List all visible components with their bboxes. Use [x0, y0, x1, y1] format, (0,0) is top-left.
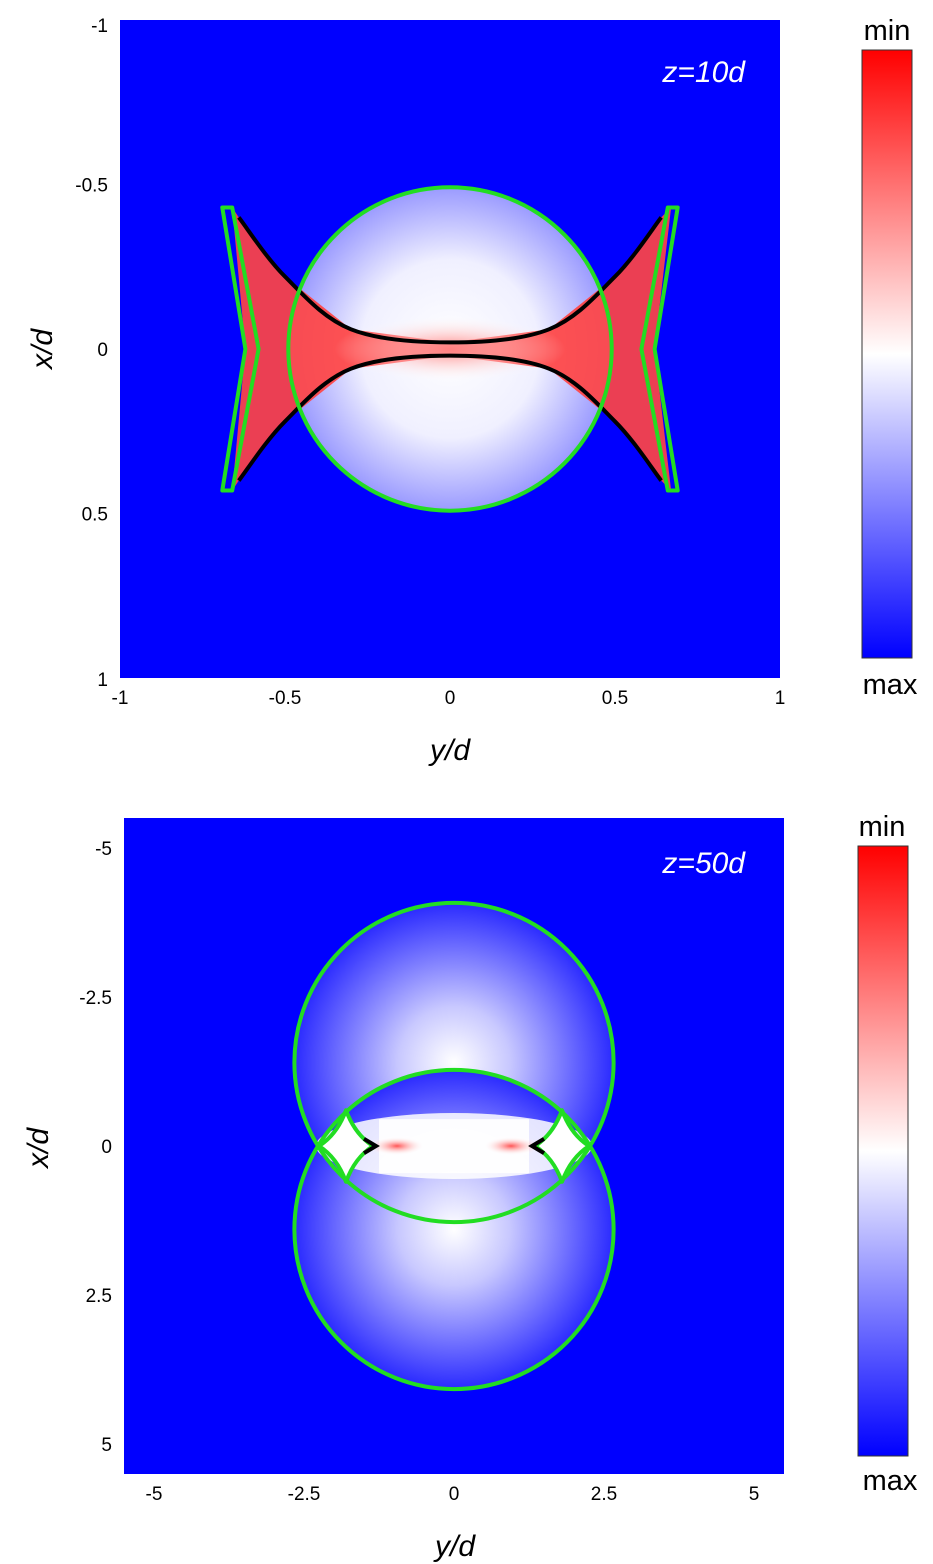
y-tick-label: 5: [101, 1435, 112, 1456]
y-tick-label: -1: [91, 16, 108, 37]
x-tick-label: -1: [112, 688, 129, 709]
x-axis-label-top: y/d: [428, 734, 471, 767]
right-cusp: [533, 1108, 591, 1184]
x-tick-label: 2.5: [591, 1484, 617, 1505]
annotation-top: z=10d: [661, 56, 746, 89]
center-glow: [334, 316, 566, 382]
caustic-upper-curve: [237, 216, 663, 345]
x-axis-label-bottom: y/d: [433, 1530, 476, 1563]
boundary-circle: [286, 185, 614, 513]
y-axis-label-top: x/d: [26, 328, 59, 371]
x-tick-label: 1: [775, 688, 786, 709]
y-tick-label: -5: [95, 839, 112, 860]
x-tick-label: 5: [749, 1484, 760, 1505]
x-tick-label: 0: [445, 688, 456, 709]
caustic-left-tip: [362, 1137, 380, 1155]
colorbar-bottom-min-label: min: [859, 811, 906, 843]
y-tick-label: 0: [97, 340, 108, 361]
y-axis-label-bottom: x/d: [22, 1127, 55, 1170]
x-tick-label: -5: [146, 1484, 163, 1505]
left-red-core: [370, 1137, 424, 1155]
y-tick-label: -0.5: [75, 176, 108, 197]
x-tick-label: -0.5: [269, 688, 302, 709]
colorbar-top-min-label: min: [864, 15, 911, 47]
annotation-bottom: z=50d: [661, 847, 746, 880]
caustic-right-tip: [528, 1137, 546, 1155]
y-tick-label: 2.5: [86, 1286, 112, 1307]
x-tick-label: 0.5: [602, 688, 628, 709]
panel-bottom: z=50d -5 -2.5 0 2.5 5 -5 -2.5 0 2.5 5 y/d x/d mi…: [22, 811, 918, 1563]
boundary-circle: [292, 900, 616, 1225]
x-tick-label: -2.5: [288, 1484, 321, 1505]
right-cusp: [639, 205, 680, 493]
right-red-core: [484, 1137, 538, 1155]
left-cusp: [317, 1108, 375, 1184]
colorbar-top: [861, 49, 913, 659]
colorbar-bottom: [857, 845, 909, 1457]
colorbar-bottom-max-label: max: [863, 1465, 918, 1497]
y-tick-label: 0: [101, 1137, 112, 1158]
caustic-lower-curve: [237, 353, 663, 482]
boundary-circle: [292, 1067, 616, 1392]
panel-top: z=10d -1 -0.5 0 0.5 1 -1 -0.5 0 0.5 1 y/d x/d mi…: [26, 15, 918, 767]
x-tick-label: 0: [449, 1484, 460, 1505]
colorbar-top-max-label: max: [863, 669, 918, 701]
y-tick-label: 0.5: [82, 505, 108, 526]
y-tick-label: -2.5: [79, 988, 112, 1009]
y-tick-label: 1: [97, 670, 108, 691]
left-cusp: [220, 205, 261, 493]
